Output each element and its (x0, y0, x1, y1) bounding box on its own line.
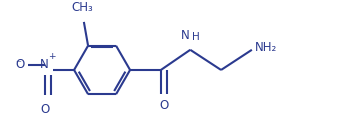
Text: H: H (192, 32, 199, 42)
Text: +: + (48, 52, 55, 61)
Text: O: O (160, 99, 169, 112)
Text: O: O (40, 103, 49, 116)
Text: CH₃: CH₃ (71, 1, 93, 14)
Text: N: N (181, 29, 190, 42)
Text: N: N (40, 58, 49, 71)
Text: O: O (16, 58, 25, 71)
Text: NH₂: NH₂ (255, 41, 277, 54)
Text: ⁻: ⁻ (15, 60, 21, 70)
